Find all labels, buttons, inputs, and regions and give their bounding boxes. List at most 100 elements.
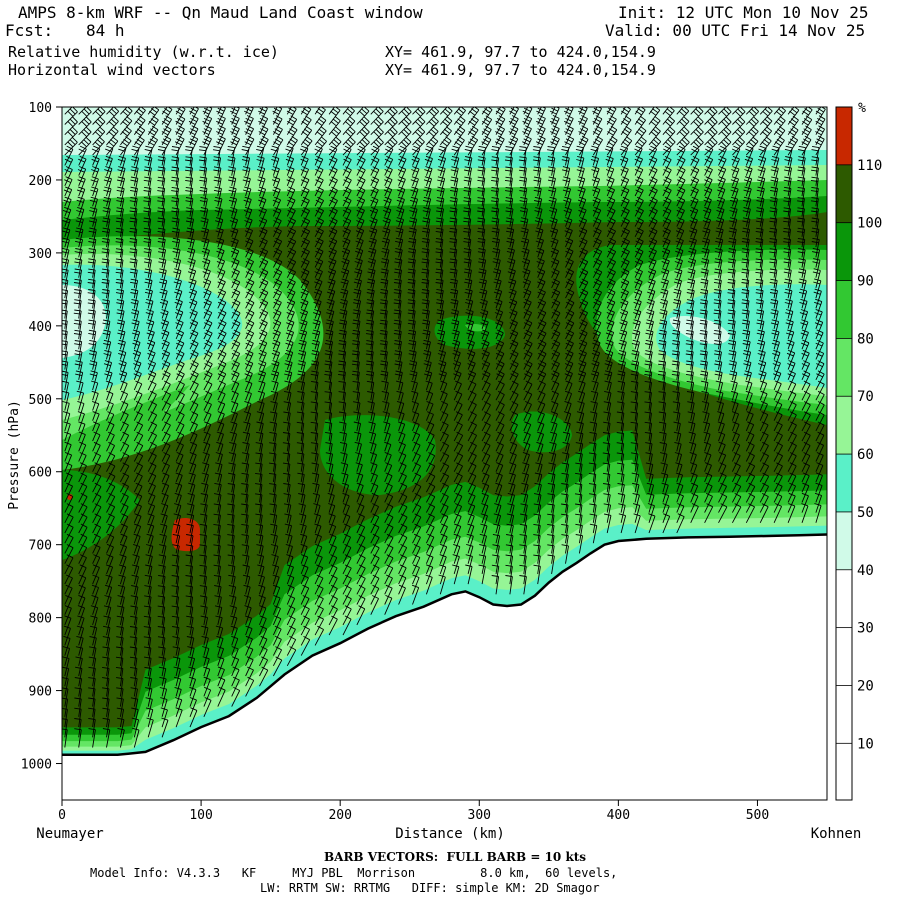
wind-barb-2685 (797, 207, 805, 227)
wind-barb-2325 (672, 309, 681, 329)
colorbar-segment-4 (836, 454, 852, 512)
wind-barb-2418 (702, 411, 710, 432)
wind-barb-2043 (575, 462, 583, 482)
wind-barb-1949 (549, 431, 558, 452)
wind-barb-774 (230, 411, 238, 432)
x-tick-label-0: 0 (58, 808, 66, 823)
colorbar-segment-10 (836, 107, 852, 165)
wind-barb-2575 (757, 339, 766, 360)
wind-barb-1173 (326, 482, 335, 503)
wind-barb-1116 (310, 442, 319, 462)
wind-barb-2258 (646, 482, 655, 503)
wind-barb-77 (74, 237, 84, 258)
wind-barb-2257 (646, 472, 654, 493)
wind-barb-1881 (534, 217, 544, 237)
wind-barb-1063 (296, 452, 305, 472)
wind-barb-725 (213, 513, 221, 534)
wind-barb-423 (145, 554, 153, 575)
wind-barb-994 (286, 309, 295, 329)
colorbar-segment-9 (836, 164, 852, 223)
wind-barb-1833 (520, 217, 529, 237)
wind-barb-1742 (492, 268, 502, 289)
wind-barb-2650 (783, 268, 792, 288)
wind-barb-2551 (759, 107, 768, 115)
wind-barb-1579 (439, 533, 448, 554)
wind-barb-274 (116, 319, 125, 340)
wind-barb-963 (271, 564, 280, 585)
wind-barb-1049 (299, 308, 309, 329)
wind-barb-1067 (298, 493, 306, 513)
wind-barb-63 (78, 107, 87, 115)
wind-barb-1924 (547, 176, 556, 197)
wind-barb-1583 (438, 574, 446, 595)
wind-barb-2402 (701, 247, 710, 268)
wind-barb-2415 (701, 380, 709, 401)
wind-barb-1453 (408, 237, 417, 258)
wind-barb-14 (62, 237, 70, 258)
wind-barb-1448 (410, 186, 419, 207)
wind-barb-0 (64, 107, 73, 115)
wind-barb-2723 (810, 176, 819, 197)
wind-barb-1745 (494, 298, 503, 319)
wind-barb-2472 (732, 126, 746, 146)
wind-barb-607 (185, 544, 194, 564)
wind-barb-1404 (394, 237, 404, 258)
wind-barb-146 (87, 299, 96, 319)
wind-barb-1972 (563, 196, 572, 217)
wind-barb-270 (115, 278, 124, 299)
wind-barb-1071 (299, 533, 308, 554)
wind-barb-477 (161, 472, 170, 493)
wind-barb-2444 (714, 258, 723, 278)
wind-barb-375 (131, 707, 139, 728)
wind-barb-845 (241, 534, 249, 554)
wind-barb-2247 (644, 370, 653, 391)
wind-barb-1403 (395, 227, 404, 248)
wind-barb-2301 (662, 492, 670, 513)
wind-barb-734 (214, 605, 223, 626)
wind-barb-1013 (283, 503, 292, 523)
wind-barb-2259 (647, 492, 655, 513)
wind-barb-1360 (379, 299, 388, 319)
wind-barb-2237 (647, 268, 657, 289)
wind-barb-360 (132, 554, 140, 575)
wind-barb-1083 (314, 107, 326, 125)
wind-barb-49 (64, 594, 73, 615)
wind-barb-269 (115, 268, 124, 288)
wind-barb-460 (159, 298, 169, 319)
wind-barb-30 (62, 401, 70, 421)
wind-barb-492 (157, 626, 166, 646)
wind-barb-806 (244, 135, 255, 156)
wind-barb-2577 (757, 360, 767, 380)
wind-barb-2713 (801, 492, 809, 513)
wind-barb-2327 (672, 329, 681, 350)
wind-barb-773 (231, 400, 239, 421)
wind-barb-400 (146, 319, 155, 340)
wind-barb-1718 (481, 503, 489, 523)
wind-barb-377 (132, 727, 140, 748)
wind-barb-2219 (633, 513, 641, 534)
wind-barb-2591 (759, 503, 769, 524)
wind-barb-327 (129, 217, 138, 237)
wind-barb-1653 (465, 319, 475, 340)
wind-barb-948 (270, 411, 278, 431)
wind-barb-205 (101, 258, 110, 278)
wind-barb-1777 (508, 135, 519, 156)
wind-barb-2471 (732, 116, 746, 136)
wind-barb-1971 (562, 186, 572, 207)
wind-barb-149 (88, 329, 97, 350)
wind-barb-1412 (393, 319, 402, 340)
wind-barb-1923 (547, 166, 556, 186)
wind-barb-2213 (631, 452, 639, 472)
wind-barb-754 (229, 206, 238, 227)
wind-barb-2632 (773, 503, 783, 523)
wind-barb-388 (143, 197, 152, 217)
wind-barb-233 (106, 543, 114, 564)
wind-barb-2534 (742, 339, 751, 360)
wind-barb-116 (76, 635, 84, 656)
wind-barb-696 (215, 217, 224, 237)
wind-barb-1064 (297, 462, 305, 482)
wind-barb-2525 (741, 248, 750, 268)
wind-barb-1085 (314, 126, 327, 146)
y-tick-label-200: 200 (29, 174, 52, 189)
wind-barb-2359 (689, 227, 698, 248)
